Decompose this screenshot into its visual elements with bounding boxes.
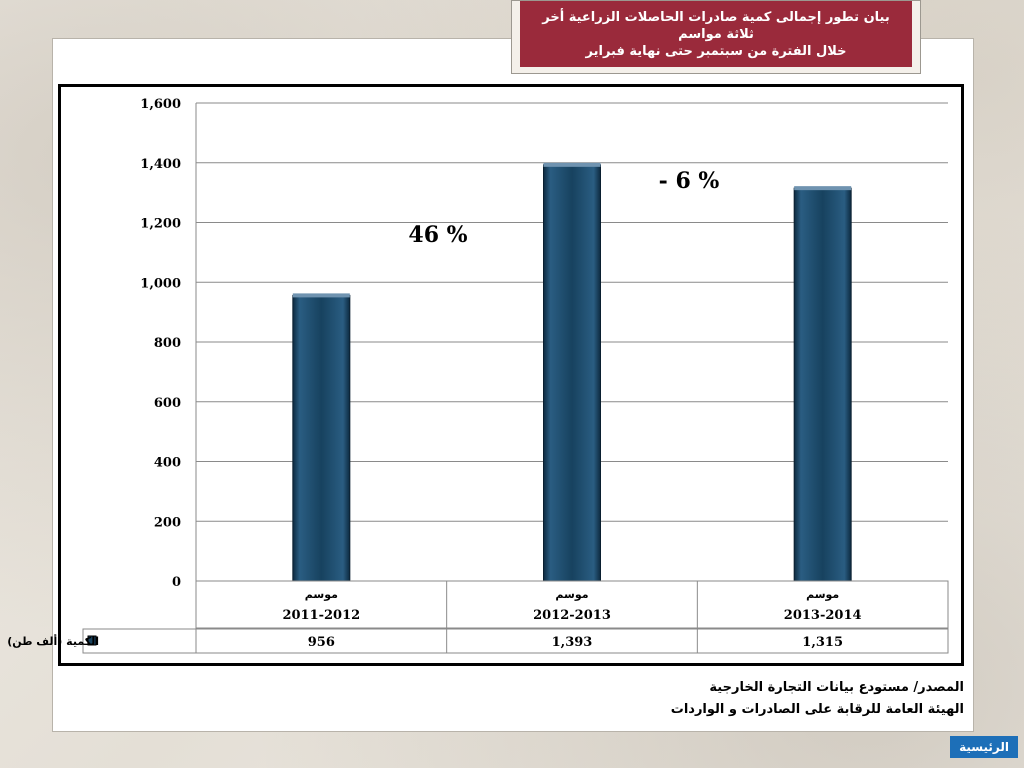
y-tick-label: 400: [154, 456, 181, 471]
category-prefix-label: موسم: [806, 588, 839, 601]
bar: [292, 294, 351, 582]
table-border: [195, 580, 949, 654]
category-prefix-label: موسم: [305, 588, 338, 601]
bars: [292, 162, 852, 582]
bar-top-cap: [543, 162, 601, 167]
data-value-label: 1,315: [802, 635, 843, 650]
y-tick-label: 0: [172, 575, 181, 590]
growth-annotation-1: 46 %: [408, 222, 467, 248]
title-line-1: بيان تطور إجمالى كمية صادرات الحاصلات ال…: [542, 10, 890, 25]
y-tick-label: 800: [154, 336, 181, 351]
legend-series-name: الكمية (ألف طن): [7, 634, 99, 648]
y-tick-label: 1,400: [140, 157, 181, 172]
y-tick-label: 200: [154, 515, 181, 530]
bar-top-cap: [794, 186, 852, 191]
title-line-3: خلال الفترة من سبتمبر حتى نهاية فبراير: [585, 44, 847, 59]
y-tick-label: 1,200: [140, 217, 181, 232]
category-label: 2013-2014: [784, 608, 862, 623]
y-tick-label: 1,600: [140, 97, 181, 112]
legend-swatch: [87, 635, 97, 646]
title-box: بيان تطور إجمالى كمية صادرات الحاصلات ال…: [511, 0, 921, 74]
growth-annotation-2: - 6 %: [659, 168, 720, 194]
y-axis-tick-labels: 1,600 1,400 1,200 1,000 800 600 400 200 0: [140, 97, 181, 590]
chart-title-banner: بيان تطور إجمالى كمية صادرات الحاصلات ال…: [520, 1, 912, 67]
title-line-2: ثلاثة مواسم: [678, 27, 754, 42]
y-tick-label: 600: [154, 396, 181, 411]
data-value-label: 956: [308, 635, 335, 650]
y-tick-label: 1,000: [140, 276, 181, 291]
category-label: 2011-2012: [282, 608, 360, 623]
source-line-1: المصدر/ مستودع بيانات التجارة الخارجية: [709, 680, 964, 695]
bar-top-cap: [292, 293, 350, 298]
home-button[interactable]: الرئيسية: [950, 736, 1018, 758]
category-label: 2012-2013: [533, 608, 611, 623]
source-note: المصدر/ مستودع بيانات التجارة الخارجية ا…: [671, 677, 964, 721]
bar: [543, 164, 601, 582]
source-line-2: الهيئة العامة للرقابة على الصادرات و الو…: [670, 702, 964, 717]
data-value-label: 1,393: [552, 635, 593, 650]
annotations: 46 % - 6 %: [408, 168, 719, 248]
category-prefix-label: موسم: [555, 588, 588, 601]
bar: [793, 187, 852, 582]
data-table: موسم 2011-2012 956 موسم 2012-2013 1,393 موسم 20…: [7, 580, 949, 654]
